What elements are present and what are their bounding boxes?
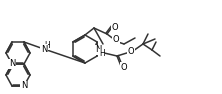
Text: O: O [128,47,134,55]
Text: N: N [95,45,101,55]
Text: O: O [113,34,119,44]
Text: O: O [121,63,127,72]
Text: O: O [112,24,118,33]
Text: H: H [99,50,105,58]
Text: N: N [41,44,47,53]
Text: N: N [9,60,15,69]
Text: H: H [44,41,50,50]
Text: N: N [21,81,27,91]
